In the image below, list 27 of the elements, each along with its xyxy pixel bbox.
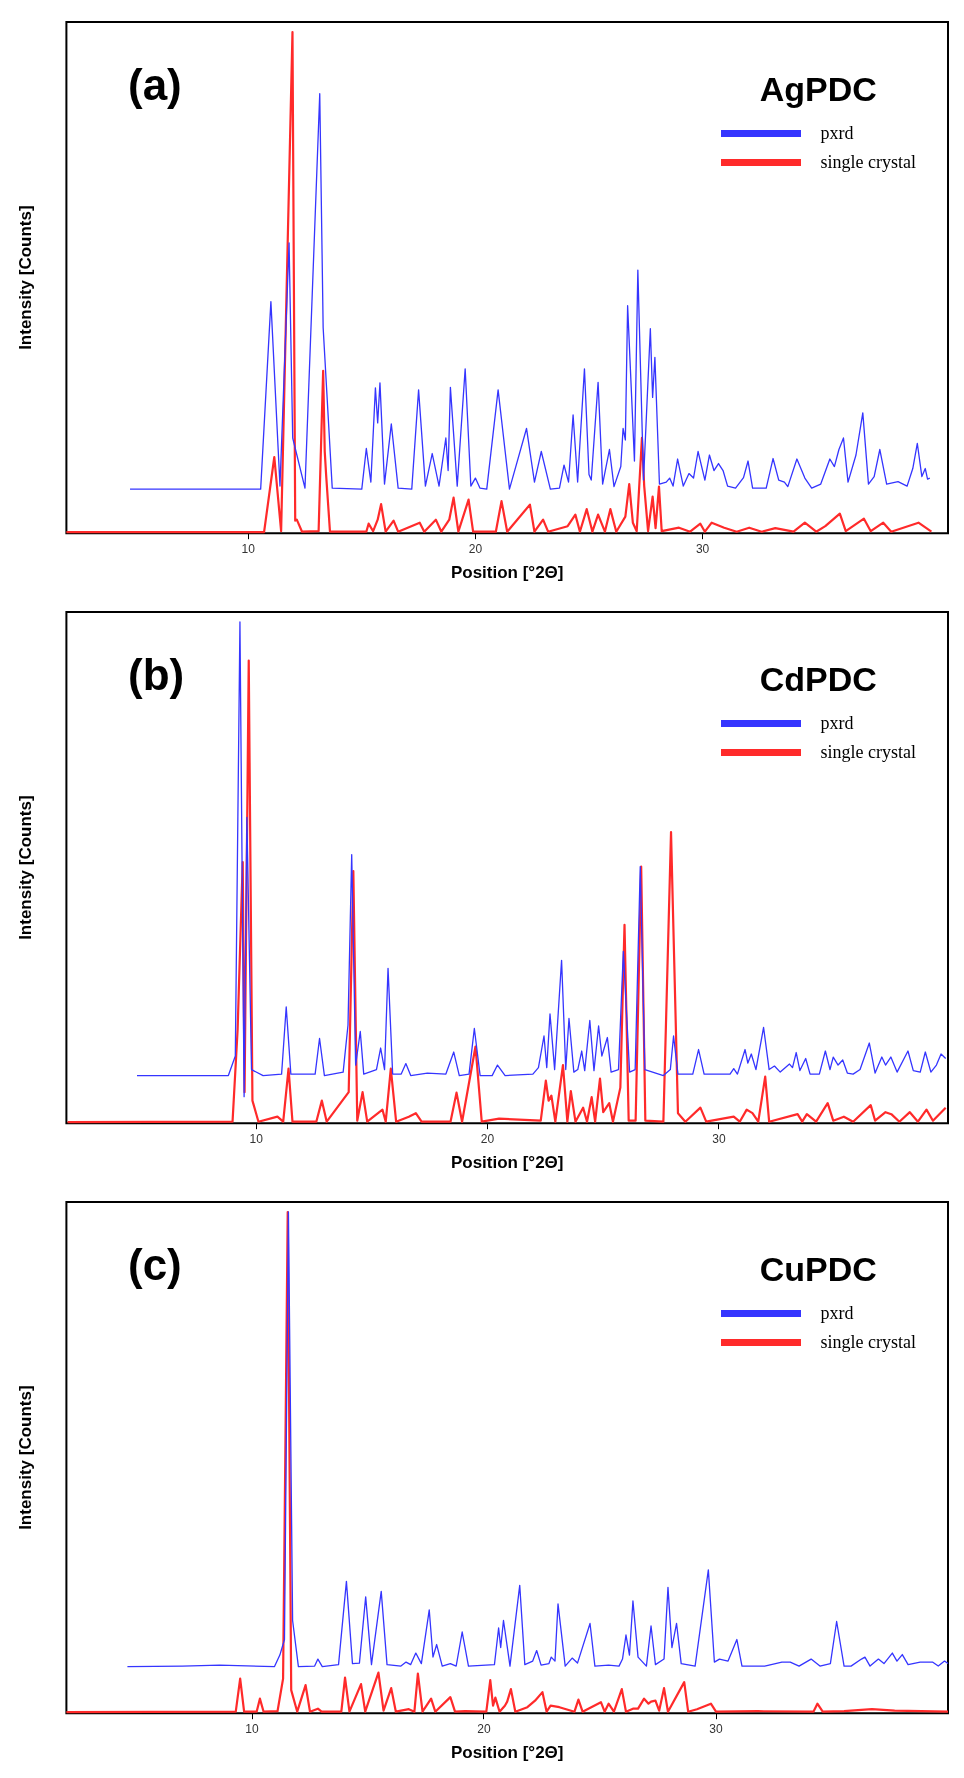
x-axis-title: Position [°2Θ] [450,563,564,583]
annotation: (b) [128,650,185,700]
legend-label: single crystal [820,1332,916,1353]
x-tick-label: 30 [712,1131,726,1146]
y-axis-title: Intensity [Counts] [15,1385,35,1530]
legend-label: pxrd [820,123,854,144]
x-tick-label: 10 [241,541,256,556]
legend-label: single crystal [820,742,916,763]
text: CuPDC [759,1250,877,1289]
x-axis-title: Position [°2Θ] [450,1153,564,1173]
annotation: (a) [128,60,182,110]
legend-label: pxrd [820,1303,854,1324]
text: CdPDC [759,660,877,699]
x-tick-label: 20 [480,1131,495,1146]
x-tick-label: 10 [245,1721,259,1736]
x-tick-label: 30 [709,1721,723,1736]
legend-label: pxrd [820,713,854,734]
y-axis-title: Intensity [Counts] [15,205,35,350]
x-tick-label: 20 [477,1721,491,1736]
x-tick-label: 20 [468,541,483,556]
text: AgPDC [759,70,877,109]
x-tick-label: 10 [249,1131,264,1146]
y-axis-title: Intensity [Counts] [15,795,35,940]
x-axis-title: Position [°2Θ] [450,1743,564,1763]
annotation: (c) [128,1240,182,1290]
x-tick-label: 30 [695,541,710,556]
legend-label: single crystal [820,152,916,173]
